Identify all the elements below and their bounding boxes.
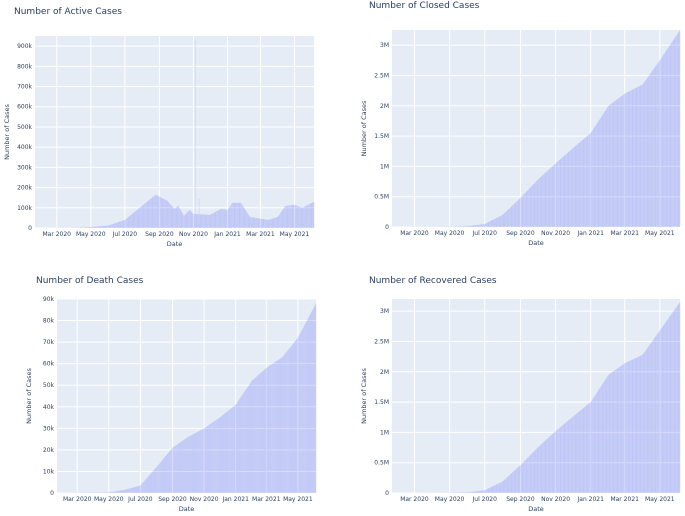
- y-tick-label: 30k: [43, 425, 55, 432]
- y-tick-label: 10k: [43, 468, 55, 475]
- x-tick-label: Mar 2020: [400, 230, 429, 237]
- y-axis-title: Number of Cases: [360, 367, 368, 423]
- x-tick-label: Mar 2020: [63, 496, 92, 503]
- x-tick-label: Jan 2021: [577, 496, 605, 503]
- x-tick-label: Mar 2021: [252, 496, 281, 503]
- y-tick-label: 0.5M: [374, 194, 389, 201]
- y-tick-label: 1M: [380, 163, 389, 170]
- y-axis-title: Number of Cases: [3, 103, 11, 159]
- x-tick-label: May 2021: [645, 230, 675, 237]
- y-tick-label: 100k: [17, 205, 32, 212]
- y-axis-title: Number of Cases: [360, 100, 368, 156]
- y-axis-title: Number of Cases: [25, 367, 33, 423]
- x-tick-label: Nov 2020: [541, 230, 570, 237]
- chart-recovered-cases: Number of Recovered Cases 0 0.5M 1M 1.5M 2M 2.…: [360, 276, 681, 513]
- y-tick-label: 2.5M: [374, 72, 389, 79]
- chart-death-cases: Number of Death Cases 0 10k 20k 30k 40k 50k 60k…: [25, 276, 317, 513]
- y-tick-label: 70k: [43, 339, 55, 346]
- y-tick-label: 0: [50, 490, 54, 497]
- y-tick-label: 500k: [17, 124, 32, 131]
- y-tick-label: 3M: [380, 308, 389, 315]
- y-tick-label: 1.5M: [374, 133, 389, 140]
- x-axis-title: Date: [528, 505, 544, 513]
- chart-title: Number of Recovered Cases: [369, 276, 497, 286]
- y-tick-label: 2M: [380, 103, 389, 110]
- x-tick-label: Jan 2021: [221, 496, 249, 503]
- x-tick-label: Mar 2021: [246, 231, 275, 238]
- x-axis-title: Date: [528, 239, 544, 247]
- y-tick-label: 0: [385, 490, 389, 497]
- y-tick-label: 0: [385, 224, 389, 231]
- bar-series: [35, 40, 315, 228]
- y-tick-label: 80k: [43, 318, 55, 325]
- x-tick-label: Mar 2021: [610, 496, 639, 503]
- x-tick-label: Sep 2020: [158, 496, 187, 503]
- plot-area: [35, 36, 314, 228]
- chart-title: Number of Death Cases: [36, 276, 144, 286]
- y-tick-label: 60k: [43, 361, 55, 368]
- y-tick-label: 400k: [17, 144, 32, 151]
- y-tick-label: 3M: [380, 42, 389, 49]
- x-tick-label: Sep 2020: [506, 496, 535, 503]
- y-tick-label: 90k: [43, 296, 55, 303]
- y-tick-label: 20k: [43, 447, 55, 454]
- x-tick-label: May 2020: [435, 496, 465, 503]
- y-tick-label: 700k: [17, 84, 32, 91]
- x-tick-label: Sep 2020: [506, 230, 535, 237]
- y-tick-label: 0: [28, 225, 32, 232]
- chart-active-cases: Number of Active Cases 0 100k 200k 300k 400k 5…: [3, 7, 315, 248]
- x-axis-title: Date: [167, 240, 183, 248]
- x-tick-label: Nov 2020: [541, 496, 570, 503]
- x-tick-label: Sep 2020: [145, 231, 174, 238]
- y-tick-label: 800k: [17, 63, 32, 70]
- chart-closed-cases: Number of Closed Cases 0 0.5M 1M 1.5M 2M 2.5M 3…: [360, 1, 681, 247]
- x-tick-label: May 2020: [435, 230, 465, 237]
- x-tick-label: May 2020: [76, 231, 106, 238]
- x-axis-title: Date: [179, 505, 195, 513]
- y-tick-label: 40k: [43, 404, 55, 411]
- y-tick-label: 1.5M: [374, 399, 389, 406]
- x-tick-label: Jul 2020: [112, 231, 138, 238]
- y-tick-label: 2M: [380, 369, 389, 376]
- x-tick-label: May 2020: [94, 496, 124, 503]
- y-tick-label: 200k: [17, 185, 32, 192]
- y-tick-label: 300k: [17, 164, 32, 171]
- x-tick-label: May 2021: [645, 496, 675, 503]
- y-tick-label: 600k: [17, 104, 32, 111]
- x-tick-label: May 2021: [283, 496, 313, 503]
- plot-area: [57, 299, 316, 493]
- y-tick-label: 2.5M: [374, 338, 389, 345]
- x-tick-label: Jul 2020: [472, 230, 498, 237]
- plot-area: [392, 299, 680, 493]
- y-tick-label: 1M: [380, 429, 389, 436]
- bar-series: [57, 303, 317, 493]
- y-tick-label: 0.5M: [374, 460, 389, 467]
- x-tick-label: Mar 2020: [43, 231, 72, 238]
- x-tick-label: Jul 2020: [472, 496, 498, 503]
- x-tick-label: Mar 2020: [400, 496, 429, 503]
- x-tick-label: Jan 2021: [577, 230, 605, 237]
- x-tick-label: Jan 2021: [213, 231, 241, 238]
- x-tick-label: Mar 2021: [610, 230, 639, 237]
- chart-title: Number of Closed Cases: [369, 1, 480, 11]
- chart-title: Number of Active Cases: [14, 7, 122, 17]
- plot-area: [392, 30, 680, 227]
- bar-series: [392, 30, 681, 228]
- x-tick-label: Nov 2020: [190, 496, 219, 503]
- y-tick-label: 900k: [17, 43, 32, 50]
- y-tick-label: 50k: [43, 382, 55, 389]
- bar-series: [393, 302, 681, 494]
- x-tick-label: Jul 2020: [127, 496, 153, 503]
- x-tick-label: May 2021: [280, 231, 310, 238]
- x-tick-label: Nov 2020: [179, 231, 208, 238]
